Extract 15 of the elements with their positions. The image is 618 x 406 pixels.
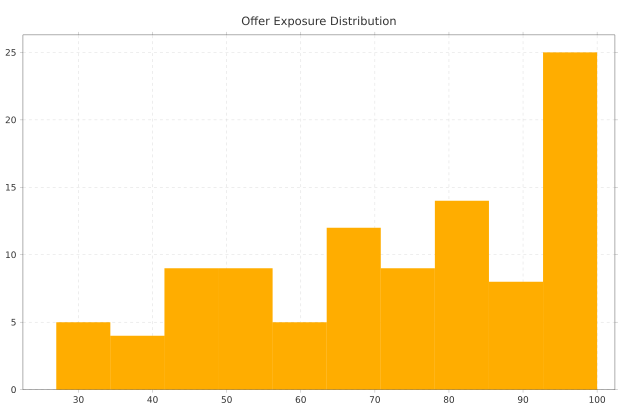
x-tick-label: 90: [518, 396, 528, 403]
x-tick-label: 70: [370, 396, 380, 403]
x-tick-label: 100: [590, 396, 606, 403]
y-tick-label: 5: [11, 318, 16, 326]
x-tick-label: 50: [222, 396, 232, 403]
chart-title: Offer Exposure Distribution: [242, 16, 396, 28]
x-tick-label: 30: [73, 396, 84, 403]
x-tick-label: 40: [147, 396, 158, 403]
x-tick-label: 80: [444, 396, 454, 403]
y-tick-label: 25: [6, 48, 16, 56]
y-tick-label: 20: [6, 116, 16, 124]
x-tick-label: 60: [296, 396, 306, 403]
y-tick-label: 15: [6, 184, 16, 191]
y-tick-label: 10: [6, 251, 16, 258]
y-tick-label: 0: [11, 386, 16, 393]
